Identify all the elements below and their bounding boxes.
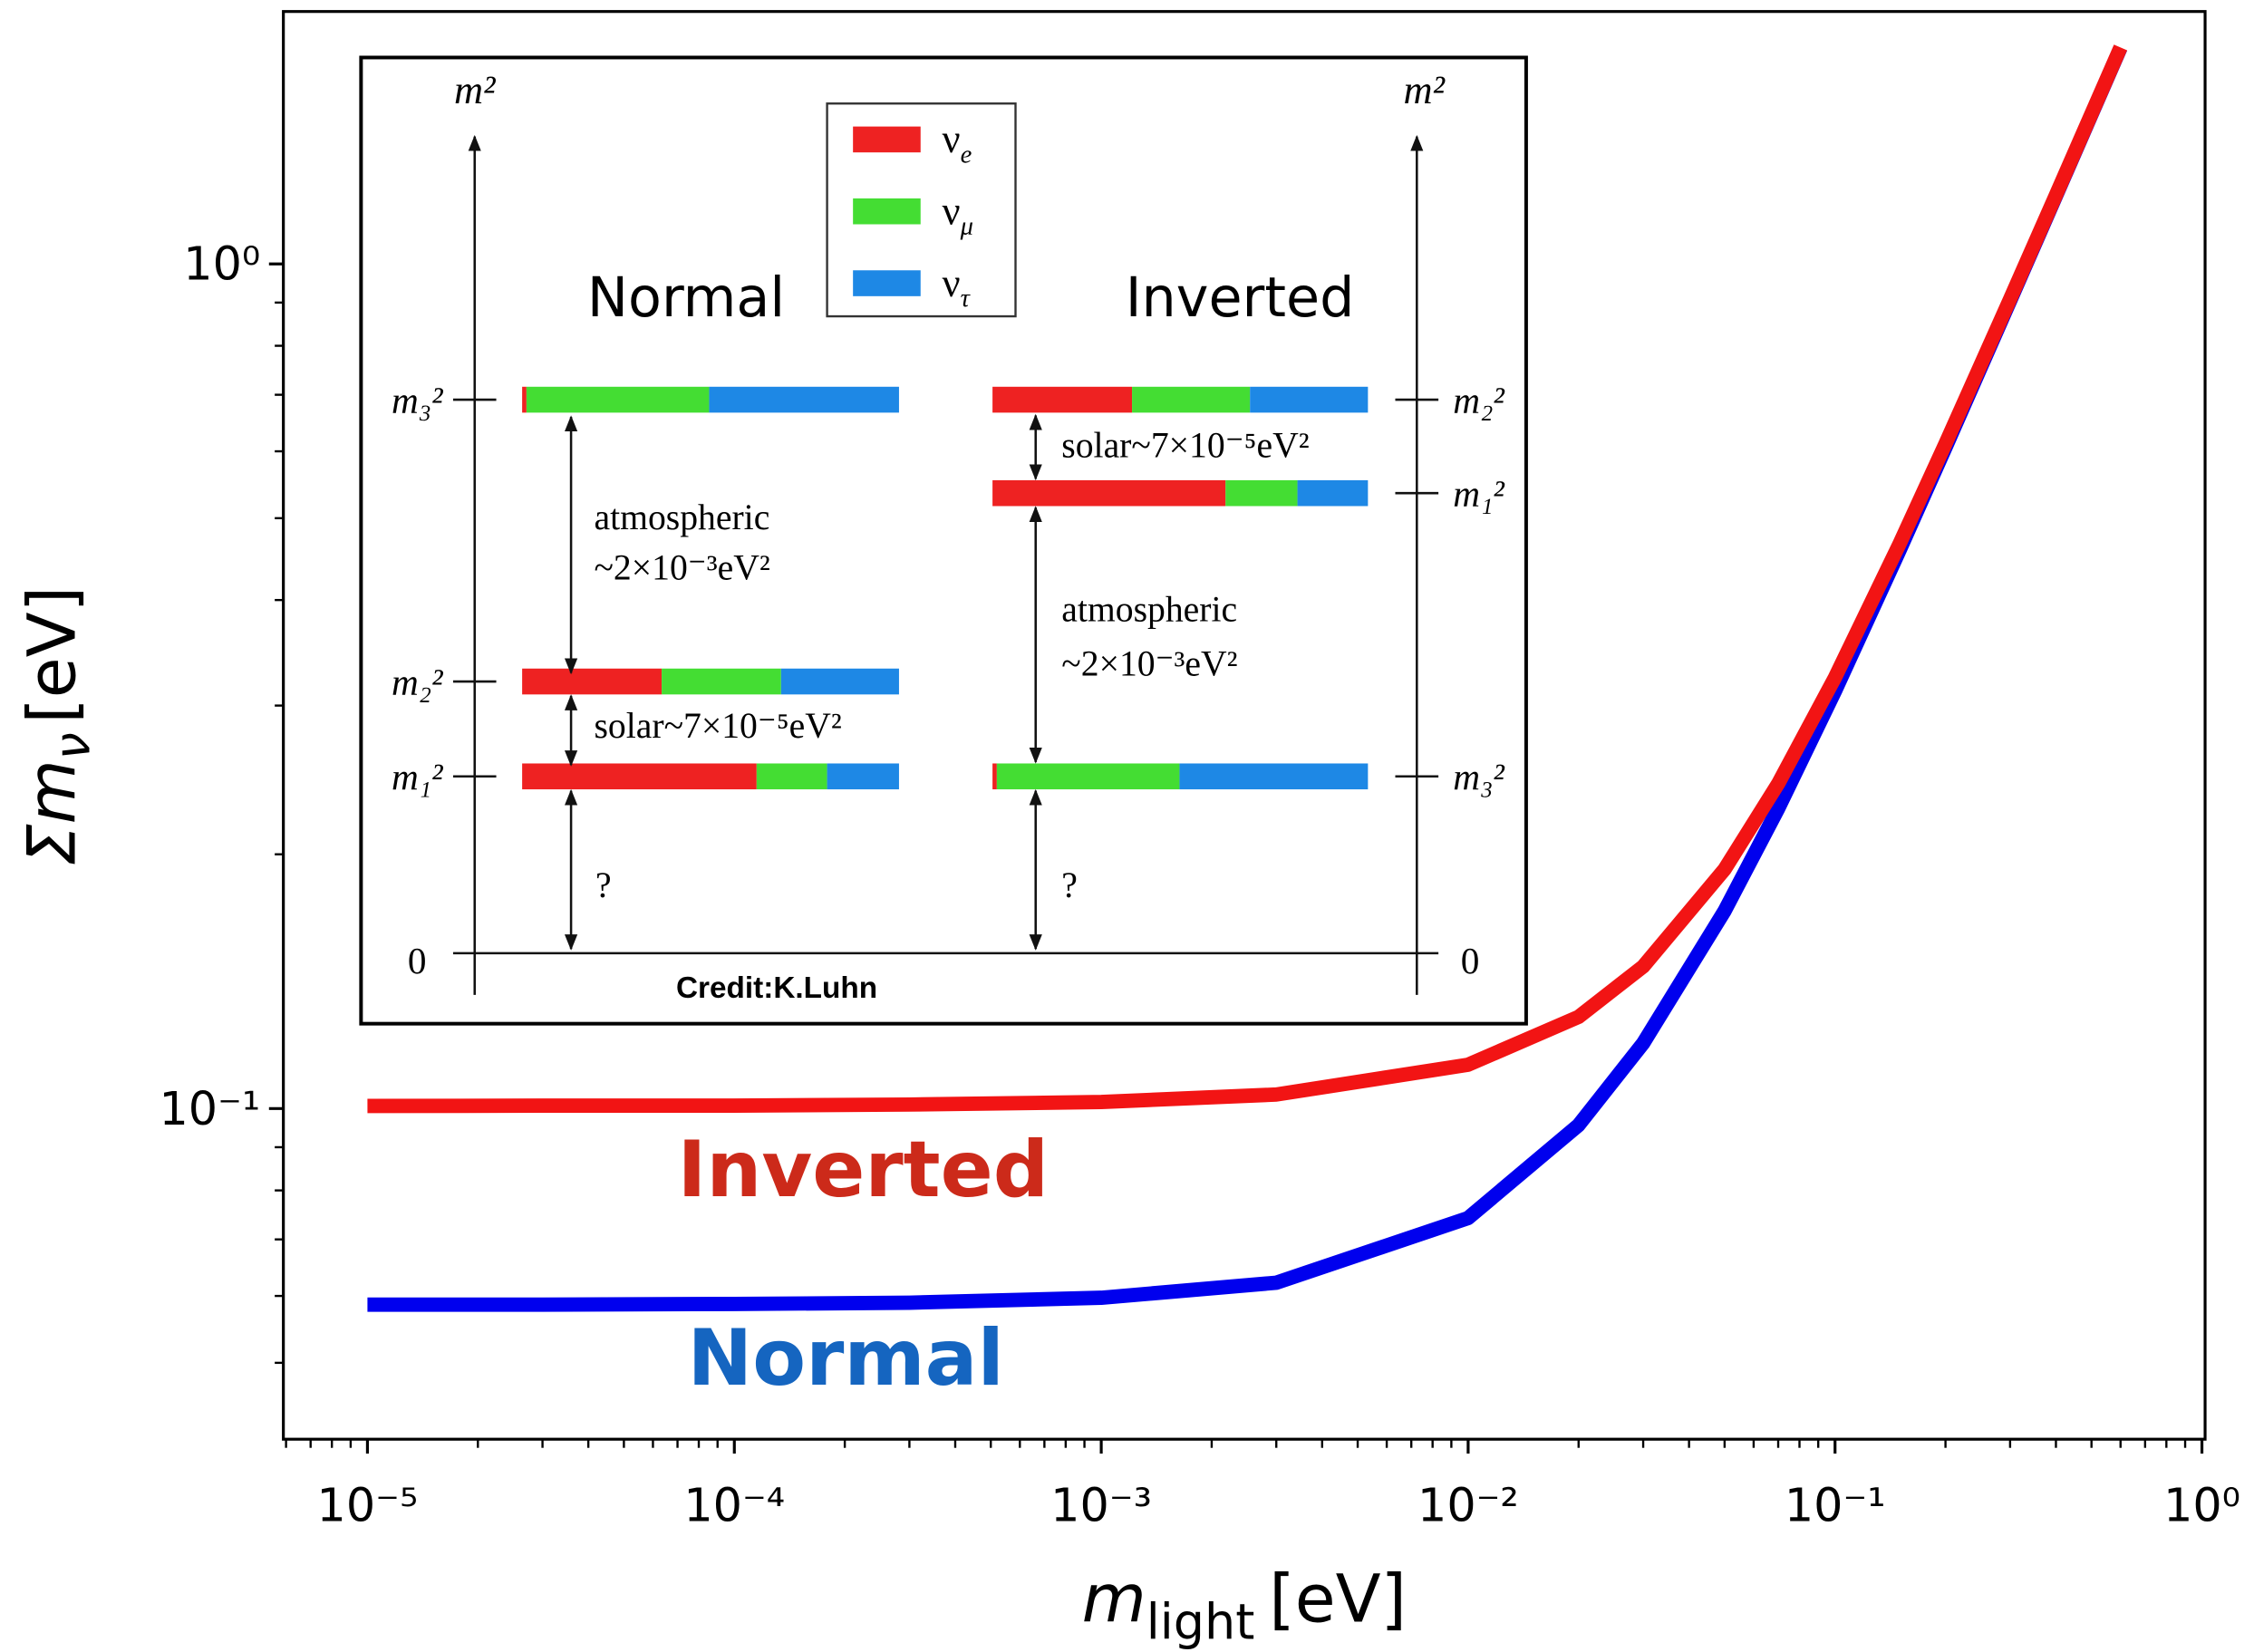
plot-frame xyxy=(282,10,2207,1441)
flavor-sub: τ xyxy=(961,285,972,313)
x-tick-label: 10⁰ xyxy=(2163,1479,2240,1532)
x-tick-label: 10⁻¹ xyxy=(1785,1479,1886,1532)
splitting-label: solar~7×10⁻⁵eV² xyxy=(594,706,841,746)
legend-swatch xyxy=(853,198,921,225)
mass-bar-segment xyxy=(526,386,710,413)
x-label-unit: [eV] xyxy=(1269,1561,1407,1638)
splitting-label: ~2×10⁻³eV² xyxy=(594,547,769,587)
y-tick-label: 10⁻¹ xyxy=(159,1082,260,1135)
splitting-label: atmospheric xyxy=(1061,589,1237,629)
legend-label: νμ xyxy=(943,188,973,241)
mass-bar-segment xyxy=(780,668,899,695)
level-label: m₂² xyxy=(1453,379,1504,420)
x-label-sub: light xyxy=(1146,1594,1255,1651)
y-label-unit: [eV] xyxy=(15,586,92,724)
mass-bar-segment xyxy=(992,479,1226,507)
axis-label: m² xyxy=(454,67,496,112)
legend-label: ντ xyxy=(943,260,972,313)
y-label-sub: ν xyxy=(44,732,101,759)
mass-bar-segment xyxy=(1179,763,1369,790)
level-label: m₁² xyxy=(392,756,443,797)
y-tick-label: 10⁰ xyxy=(183,237,260,291)
splitting-label: atmospheric xyxy=(594,498,769,537)
flavor-base: ν xyxy=(943,260,961,305)
mass-bar-segment xyxy=(1225,479,1298,507)
x-axis-label: mlight [eV] xyxy=(1082,1561,1407,1651)
x-tick-label: 10⁻⁴ xyxy=(683,1479,785,1532)
x-tick-label: 10⁻³ xyxy=(1050,1479,1152,1532)
flavor-base: ν xyxy=(943,116,961,161)
mass-bar-segment xyxy=(522,668,663,695)
x-tick-label: 10⁻² xyxy=(1417,1479,1519,1532)
axis-label: m² xyxy=(1404,67,1446,112)
legend-swatch xyxy=(853,126,921,153)
mass-bar-segment xyxy=(522,386,527,413)
flavor-sub: e xyxy=(961,140,972,169)
level-label: m₃² xyxy=(392,379,443,420)
flavor-base: ν xyxy=(943,188,961,234)
mass-bar-segment xyxy=(996,763,1180,790)
splitting-label: solar~7×10⁻⁵eV² xyxy=(1061,426,1309,466)
series-label: Normal xyxy=(688,1313,1004,1404)
level-label: m₂² xyxy=(392,661,443,702)
series-label: Inverted xyxy=(677,1125,1049,1215)
credit: Credit:K.Luhn xyxy=(676,971,877,1005)
series-line xyxy=(367,44,2128,1114)
legend-label: νe xyxy=(943,116,972,169)
flavor-sub: μ xyxy=(960,213,973,241)
mass-bar-segment xyxy=(522,763,757,790)
level-label: m₃² xyxy=(1453,756,1504,797)
mass-bar-segment xyxy=(709,386,899,413)
mass-bar-segment xyxy=(1250,386,1369,413)
ordering-title: Inverted xyxy=(1126,266,1355,330)
mass-bar-segment xyxy=(1132,386,1251,413)
legend-swatch xyxy=(853,270,921,296)
splitting-label: ? xyxy=(1061,865,1078,905)
y-label-symbol: Σm xyxy=(15,759,92,865)
level-label: m₁² xyxy=(1453,472,1504,514)
mass-bar-segment xyxy=(827,763,899,790)
x-tick-label: 10⁻⁵ xyxy=(317,1479,419,1532)
zero-label: 0 xyxy=(408,940,427,981)
ordering-title: Normal xyxy=(587,266,785,330)
mass-bar-segment xyxy=(662,668,781,695)
y-axis-label: Σmν [eV] xyxy=(15,586,102,866)
mass-bar-segment xyxy=(992,386,1133,413)
mass-bar-segment xyxy=(1297,479,1369,507)
splitting-label: ~2×10⁻³eV² xyxy=(1061,644,1237,684)
splitting-label: ? xyxy=(595,865,612,905)
x-label-symbol: m xyxy=(1082,1561,1146,1638)
zero-label: 0 xyxy=(1461,940,1480,981)
mass-bar-segment xyxy=(992,763,997,790)
mass-bar-segment xyxy=(756,763,827,790)
